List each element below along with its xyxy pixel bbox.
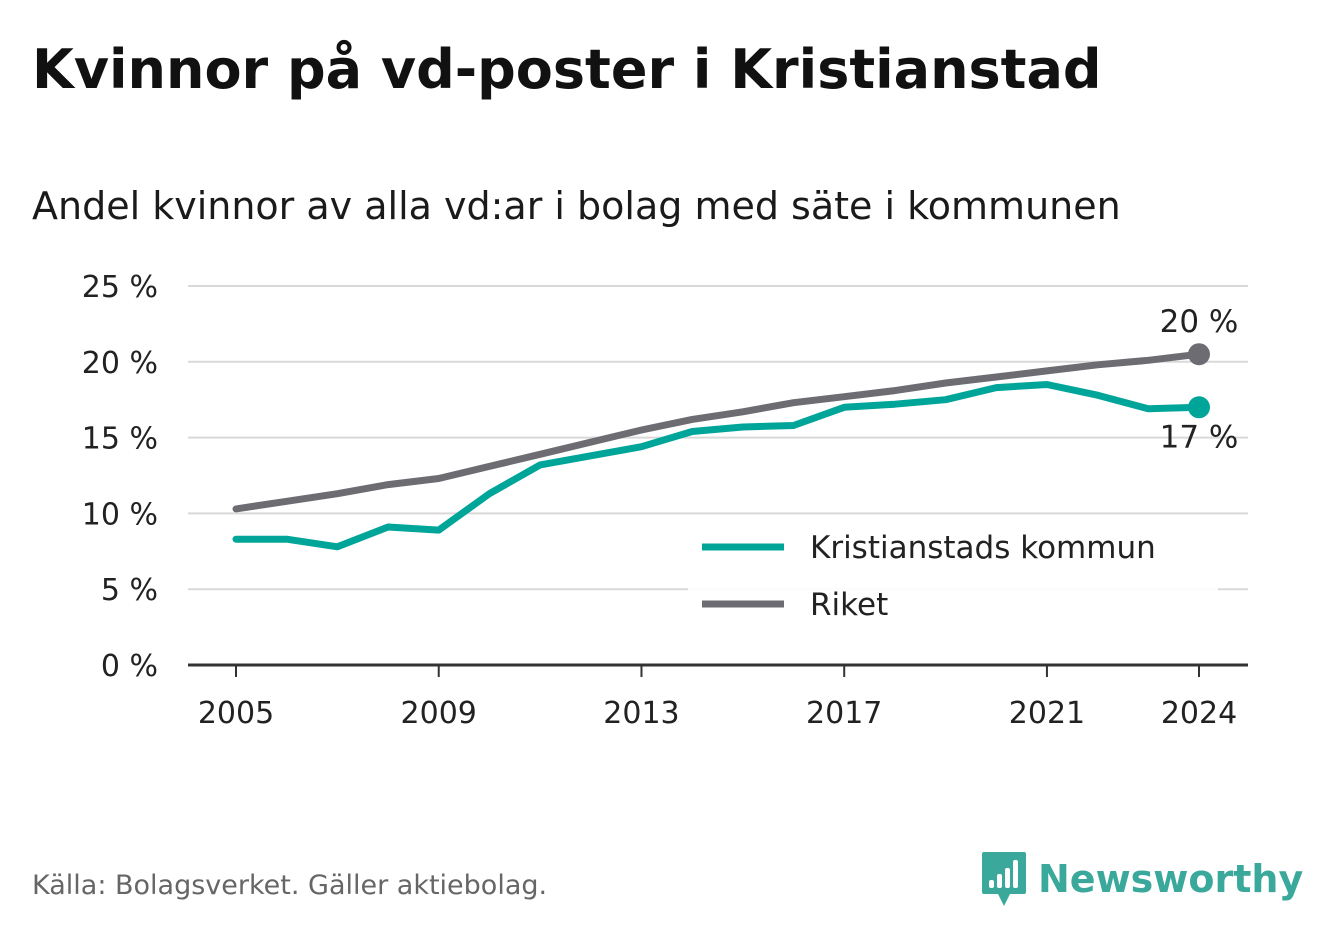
series-line [232,350,1203,513]
legend-label: Kristianstads kommun [810,530,1156,566]
x-tick-label: 2021 [1009,696,1085,731]
series-end-label: 17 % [1160,419,1239,455]
newsworthy-logo-icon [982,852,1026,906]
y-tick-label: 5 % [101,573,158,608]
brand-logo: Newsworthy [980,850,1303,908]
y-tick-label: 10 % [82,497,158,532]
y-tick-label: 25 % [82,270,158,305]
brand-name: Newsworthy [1038,857,1304,901]
series-end-point [1188,396,1210,419]
chart-subtitle: Andel kvinnor av alla vd:ar i bolag med … [32,184,1121,228]
x-tick-labels: 2005 2009 2013 2017 2021 2024 [198,696,1237,731]
series-lines [232,343,1210,551]
source-note: Källa: Bolagsverket. Gäller aktiebolag. [32,870,548,901]
series-end-label: 20 % [1160,304,1239,340]
x-axis [188,663,1248,677]
end-labels: 20 % 17 % [1160,304,1239,455]
y-tick-label: 0 % [101,649,158,684]
legend-label: Riket [810,587,888,623]
series-line [232,381,1203,551]
x-tick-label: 2024 [1161,696,1237,731]
x-tick-label: 2005 [198,696,274,731]
y-tick-label: 15 % [82,422,158,457]
series-end-point [1188,343,1210,366]
x-tick-label: 2009 [401,696,477,731]
y-tick-labels: 0 % 5 % 10 % 15 % 20 % 25 % [82,270,158,684]
x-tick-label: 2017 [806,696,882,731]
chart-title: Kvinnor på vd-poster i Kristianstad [32,38,1102,101]
y-tick-label: 20 % [82,346,158,381]
x-tick-label: 2013 [603,696,679,731]
legend: Kristianstads kommun Riket [688,515,1218,625]
